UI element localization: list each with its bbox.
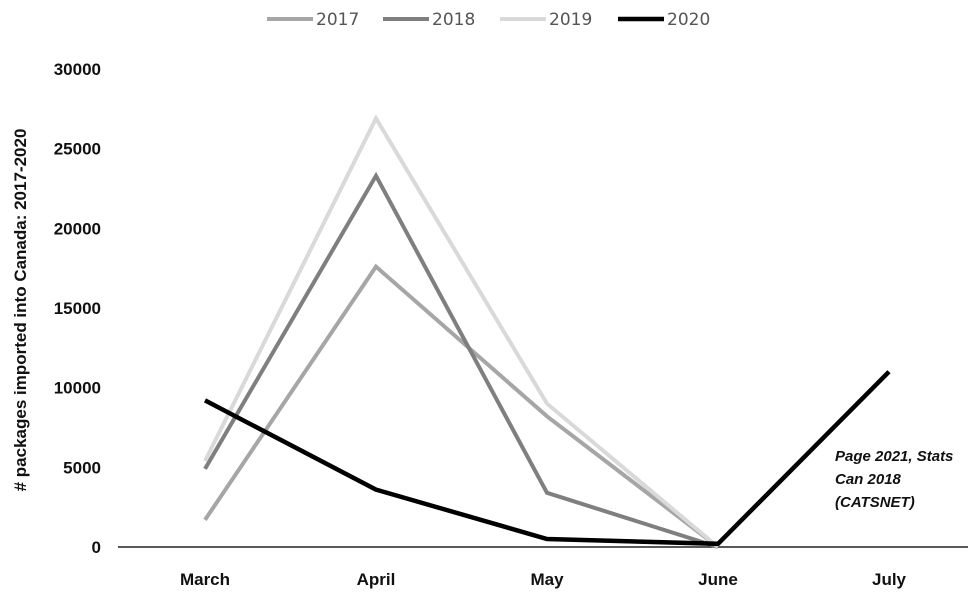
y-axis-ticks: 0 5000 10000 15000 20000 25000 30000	[54, 60, 101, 557]
series-line-2019	[203, 114, 720, 549]
y-tick-label: 0	[92, 538, 101, 557]
y-tick-label: 5000	[63, 458, 101, 477]
y-tick-label: 15000	[54, 299, 101, 318]
series-line-2018	[203, 171, 719, 549]
x-tick-label: April	[357, 570, 396, 589]
y-tick-label: 25000	[54, 140, 101, 159]
y-tick-label: 20000	[54, 219, 101, 238]
x-tick-label: June	[698, 570, 738, 589]
annotation-line-3: (CATSNET)	[835, 494, 915, 511]
y-axis-title: # packages imported into Canada: 2017-20…	[11, 129, 30, 492]
legend-label-2019: 2019	[549, 10, 592, 30]
series-lines	[203, 114, 891, 549]
legend-label-2017: 2017	[316, 10, 359, 30]
x-axis-ticks: March April May June July	[180, 570, 907, 589]
annotation-line-2: Can 2018	[835, 471, 902, 488]
source-annotation: Page 2021, Stats Can 2018 (CATSNET)	[835, 448, 953, 511]
annotation-line-1: Page 2021, Stats	[835, 448, 953, 465]
y-tick-label: 10000	[54, 379, 101, 398]
x-tick-label: May	[530, 570, 564, 589]
series-line-2020	[203, 370, 891, 547]
legend: 2017 2018 2019 2020	[267, 10, 710, 30]
legend-label-2020: 2020	[667, 10, 710, 30]
y-tick-label: 30000	[54, 60, 101, 79]
x-tick-label: July	[872, 570, 907, 589]
legend-label-2018: 2018	[432, 10, 475, 30]
x-tick-label: March	[180, 570, 230, 589]
series-line-2017	[203, 263, 720, 549]
